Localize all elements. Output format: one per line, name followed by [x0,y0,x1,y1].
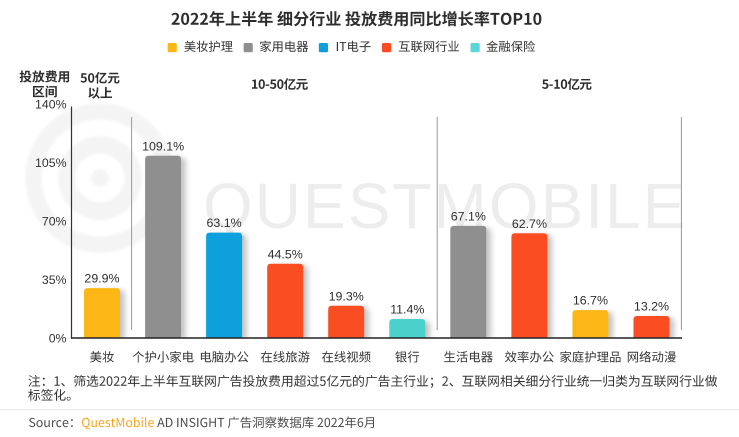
svg-text:105%: 105% [35,156,67,170]
svg-text:67.1%: 67.1% [451,210,486,224]
svg-text:19.3%: 19.3% [329,289,364,303]
svg-text:29.9%: 29.9% [84,272,119,286]
svg-text:63.1%: 63.1% [207,216,242,230]
svg-text:QUESTMOBILE: QUESTMOBILE [203,170,687,242]
svg-text:70%: 70% [42,214,67,228]
svg-text:11.4%: 11.4% [390,303,424,317]
svg-text:13.2%: 13.2% [634,300,669,314]
svg-text:62.7%: 62.7% [512,217,547,231]
svg-text:35%: 35% [42,273,67,287]
svg-text:44.5%: 44.5% [268,247,303,261]
svg-text:140%: 140% [35,98,67,112]
svg-text:0%: 0% [49,331,67,345]
svg-text:16.7%: 16.7% [573,294,608,308]
svg-text:109.1%: 109.1% [142,139,184,153]
